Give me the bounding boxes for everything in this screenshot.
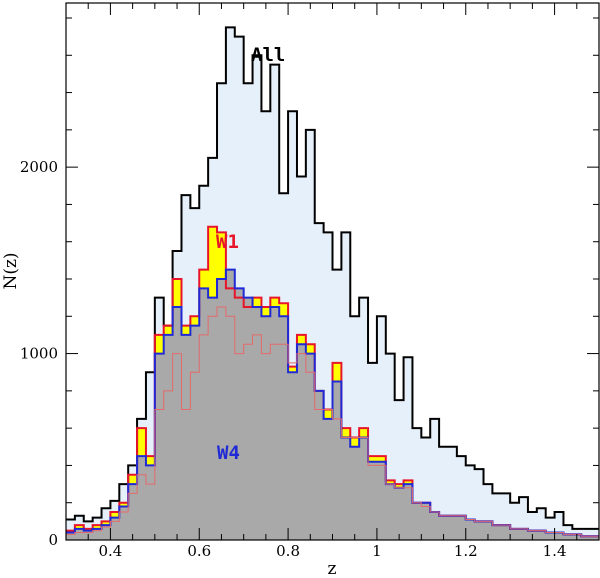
axis-ticks — [65, 3, 600, 541]
x-tick-label: 1.2 — [454, 542, 478, 560]
x-tick-label: 1 — [372, 542, 382, 560]
annotation-w4: W4 — [217, 442, 240, 464]
x-tick-label: 1.4 — [543, 542, 567, 560]
series-lines — [66, 26, 599, 538]
series-line-3 — [66, 306, 599, 537]
y-tick-label: 0 — [48, 531, 58, 549]
x-tick-label: 0.4 — [98, 542, 122, 560]
x-tick-label: 0.6 — [187, 542, 211, 560]
y-axis-label: N(z) — [1, 252, 21, 289]
annotation-all: All — [251, 44, 285, 66]
y-tick-label: 2000 — [20, 158, 58, 176]
annotation-w1: W1 — [216, 231, 239, 253]
tick-labels: 0.4 0.6 0.8 1 1.2 1.4 0 1000 2000 — [20, 158, 567, 560]
x-axis-label: z — [328, 559, 337, 578]
x-tick-label: 0.8 — [276, 542, 300, 560]
y-tick-label: 1000 — [20, 345, 58, 363]
